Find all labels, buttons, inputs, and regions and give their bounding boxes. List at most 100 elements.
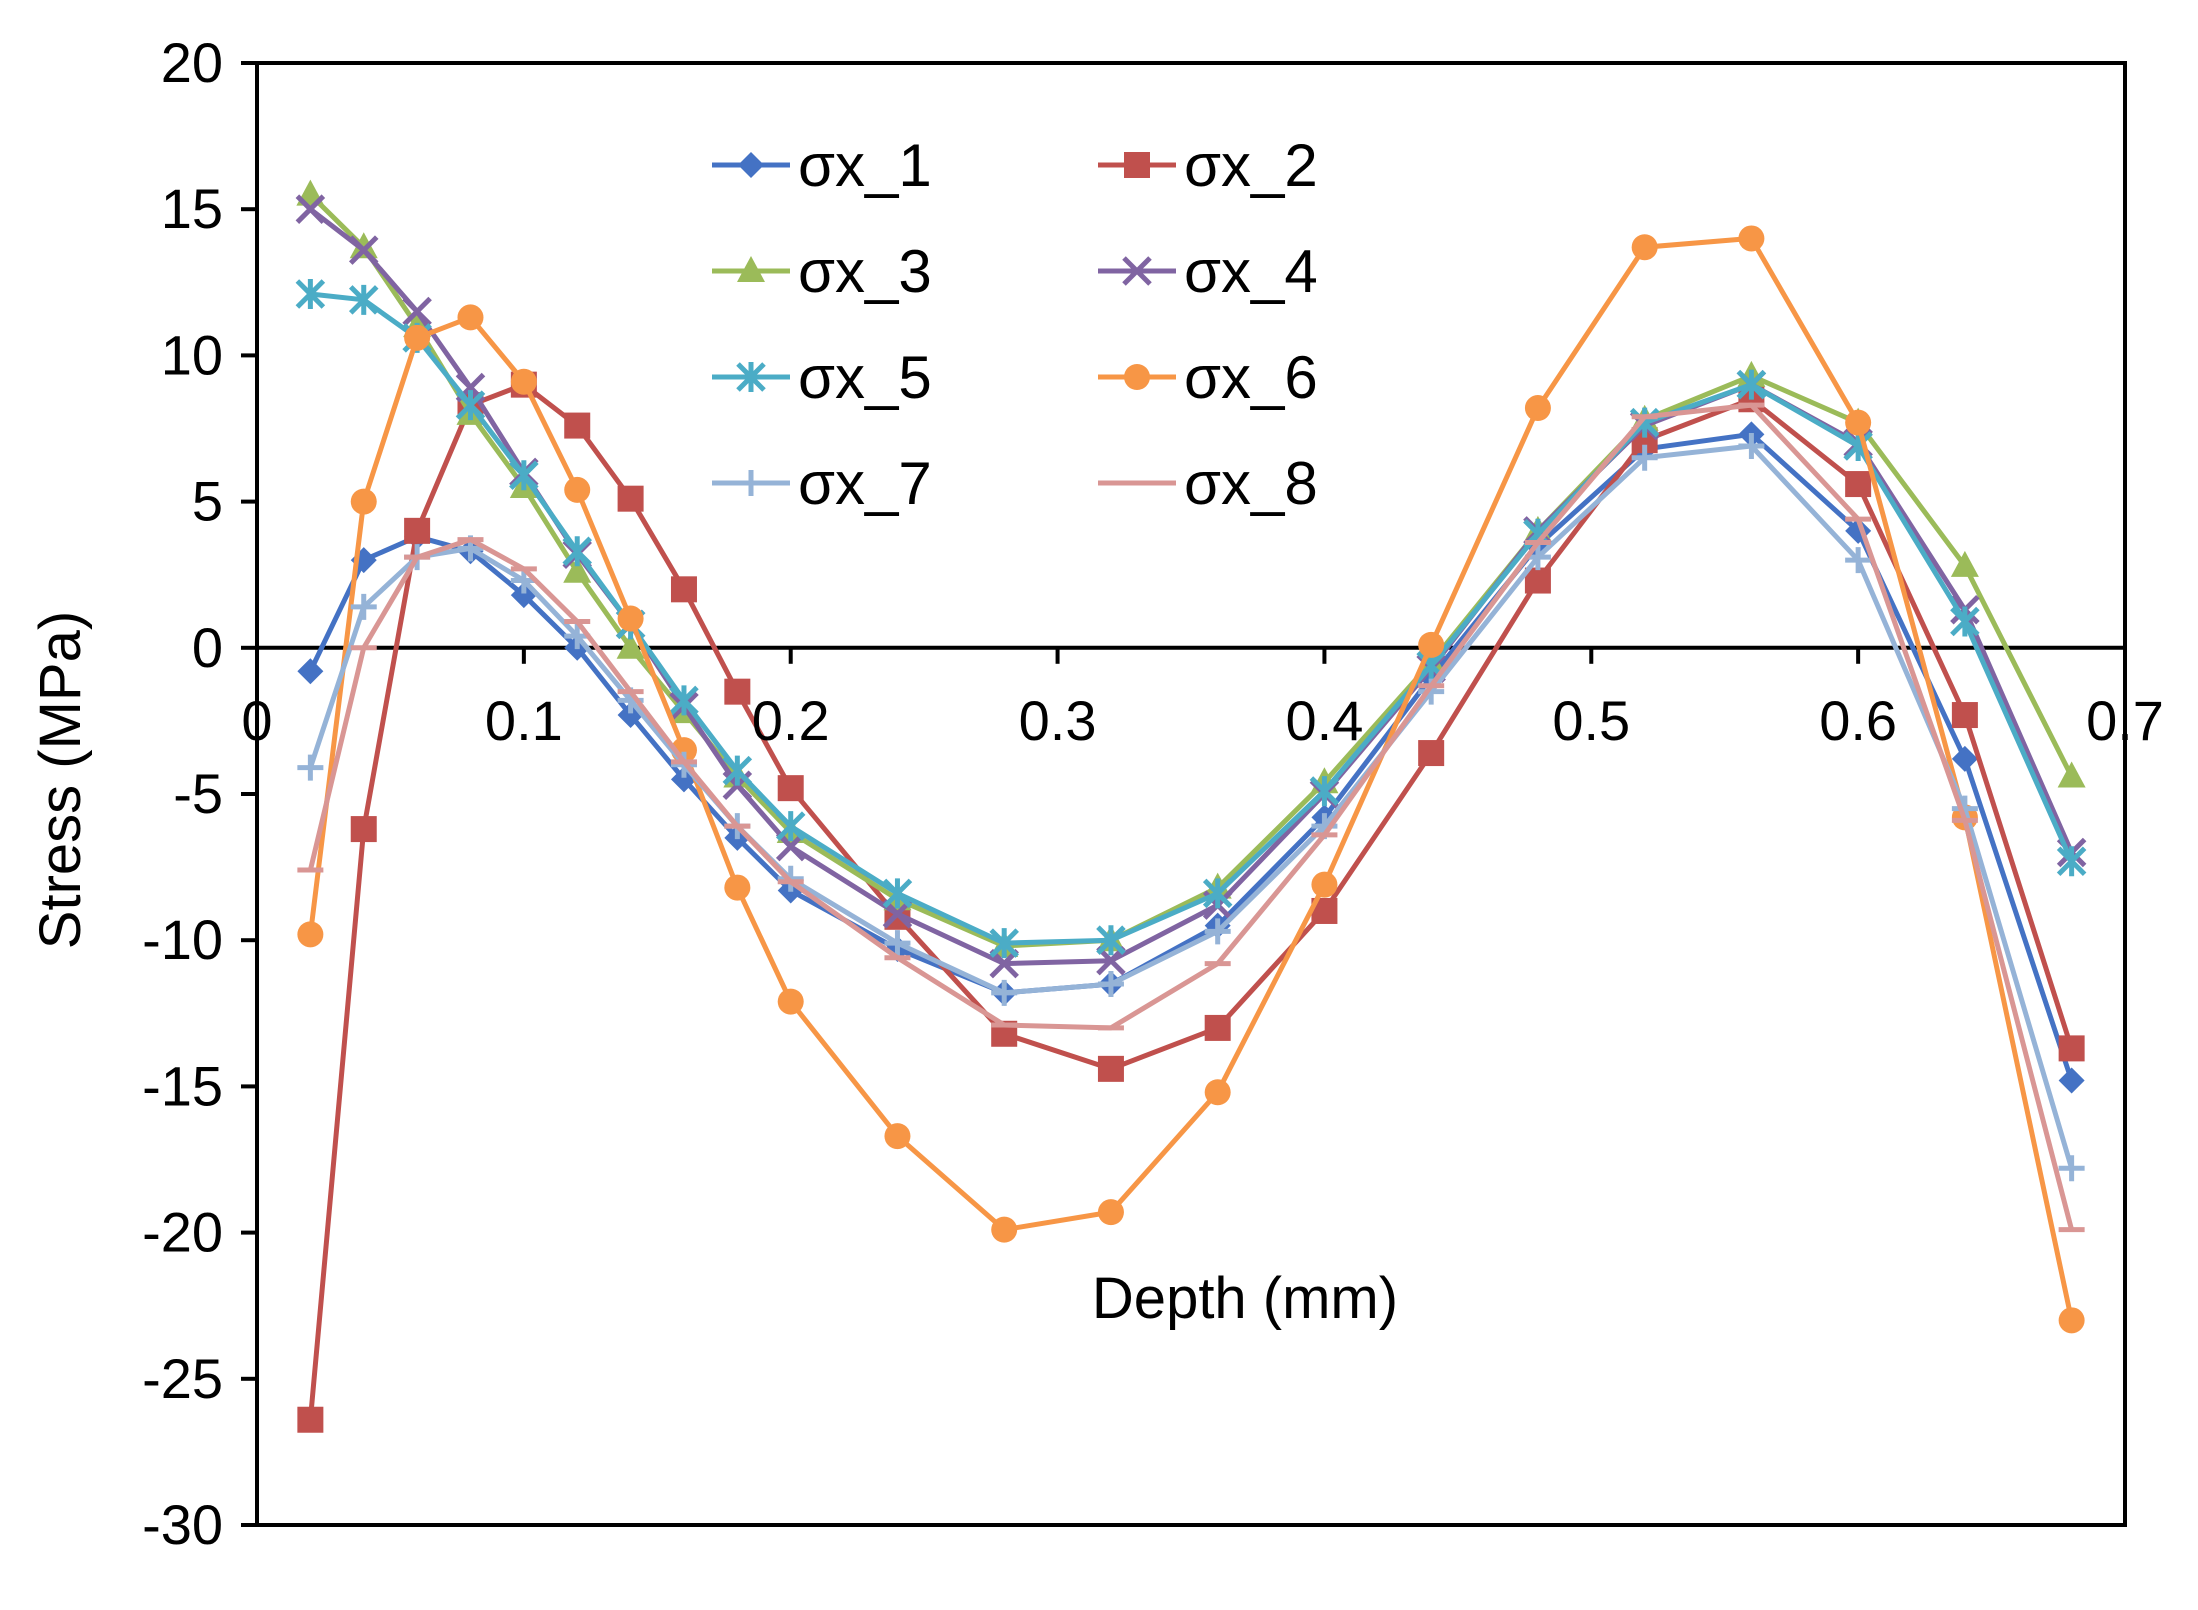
data-point [884, 1123, 911, 1150]
data-point [404, 324, 431, 351]
series-line [307, 402, 2075, 1231]
x-tick-label: 0.6 [1819, 689, 1897, 752]
legend-item: σx_7 [712, 450, 932, 517]
data-point [736, 362, 766, 392]
data-point [1736, 369, 1767, 400]
legend-label: σx_2 [1184, 132, 1318, 199]
data-point [2058, 1307, 2085, 1334]
data-point [724, 678, 751, 705]
data-point [2058, 1035, 2085, 1062]
y-tick-label: -5 [173, 762, 223, 825]
data-point [455, 390, 486, 421]
data-point [1845, 409, 1872, 436]
data-point [738, 470, 764, 496]
legend-item: σx_6 [1098, 344, 1318, 411]
data-point [510, 368, 537, 395]
data-point [349, 232, 378, 259]
data-point [564, 476, 591, 503]
data-point [991, 979, 1018, 1006]
legend-item: σx_2 [1098, 132, 1318, 199]
data-point [1204, 918, 1231, 945]
series-4 [295, 194, 2087, 979]
legend-label: σx_3 [798, 238, 932, 305]
data-point [2056, 846, 2087, 877]
data-point [989, 928, 1019, 959]
data-point [1950, 606, 1980, 637]
data-point [1524, 395, 1551, 422]
data-point [1204, 1014, 1231, 1041]
data-point [1097, 1055, 1124, 1082]
data-point [1951, 702, 1978, 729]
data-point [669, 685, 699, 716]
series-8 [297, 402, 2085, 1233]
legend-label: σx_1 [798, 132, 932, 199]
legend-label: σx_8 [1184, 450, 1318, 517]
data-point [738, 152, 764, 178]
x-tick-label: 0.1 [485, 689, 563, 752]
y-axis-title: Stress (MPa) [28, 611, 93, 949]
data-point [1418, 740, 1445, 767]
data-point [350, 816, 377, 843]
data-point [1950, 550, 1979, 577]
x-tick-label: 0 [241, 689, 272, 752]
data-point [297, 921, 324, 948]
data-point [564, 412, 591, 439]
series-7 [297, 433, 2085, 1182]
data-point [1202, 878, 1233, 909]
legend-label: σx_5 [798, 344, 932, 411]
data-point [722, 755, 753, 786]
legend-item: σx_4 [1098, 238, 1318, 305]
y-tick-label: -20 [142, 1201, 223, 1264]
data-point [1311, 871, 1338, 898]
x-tick-label: 0.7 [2086, 689, 2164, 752]
data-point [1951, 745, 1978, 772]
data-point [562, 536, 592, 567]
series-line [310, 291, 2074, 946]
y-tick-label: -15 [142, 1054, 223, 1117]
data-point [2058, 1155, 2085, 1182]
data-point [1124, 364, 1150, 390]
data-point [297, 1406, 324, 1433]
data-point [295, 194, 326, 224]
data-point [297, 658, 324, 685]
y-tick-label: 5 [192, 470, 223, 533]
series-line [308, 192, 2074, 949]
data-point [1204, 1079, 1231, 1106]
data-point [777, 775, 804, 802]
data-point [724, 874, 751, 901]
series-1 [297, 421, 2085, 1094]
legend-label: σx_7 [798, 450, 932, 517]
series-line [308, 207, 2074, 967]
legend-label: σx_6 [1184, 344, 1318, 411]
data-point [402, 296, 432, 327]
series-line [308, 443, 2074, 1170]
data-point [297, 754, 324, 781]
data-point [617, 485, 644, 512]
data-point [1096, 925, 1126, 956]
x-axis-title: Depth (mm) [1092, 1266, 1398, 1331]
data-point [991, 1216, 1018, 1243]
data-point [1631, 234, 1658, 261]
x-tick-label: 0.4 [1285, 689, 1363, 752]
data-point [775, 811, 806, 842]
data-point [884, 930, 911, 957]
y-tick-label: 20 [161, 31, 223, 94]
data-point [350, 593, 377, 620]
data-point [2058, 1067, 2085, 1094]
data-point [882, 878, 913, 909]
data-point [404, 517, 431, 544]
data-point [1097, 1199, 1124, 1226]
data-point [350, 488, 377, 515]
data-point [457, 304, 484, 331]
legend-label: σx_4 [1184, 238, 1318, 305]
y-tick-label: 10 [161, 323, 223, 386]
data-point [616, 632, 645, 659]
legend-item: σx_8 [1098, 450, 1318, 517]
legend-item: σx_1 [712, 132, 932, 199]
y-tick-label: -25 [142, 1347, 223, 1410]
series-line [307, 382, 2074, 1420]
data-point [563, 556, 592, 583]
series-6 [297, 225, 2085, 1334]
data-point [737, 256, 765, 282]
